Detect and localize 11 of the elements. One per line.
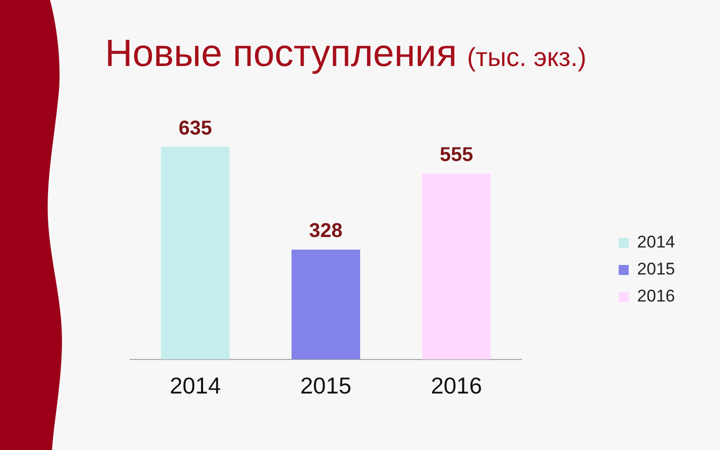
data-label: 328 <box>309 220 343 242</box>
x-tick-label: 2014 <box>170 372 222 399</box>
chart-subtitle: (тыс. экз.) <box>466 42 586 72</box>
chart-title: Новые поступления <box>105 33 457 75</box>
x-tick-label: 2015 <box>300 372 352 399</box>
legend-label: 2015 <box>637 260 676 279</box>
legend-label: 2014 <box>637 232 676 252</box>
legend-label: 2016 <box>637 286 676 306</box>
data-label: 635 <box>178 117 212 140</box>
x-tick-label: 2016 <box>430 372 482 399</box>
data-label: 555 <box>440 144 474 166</box>
